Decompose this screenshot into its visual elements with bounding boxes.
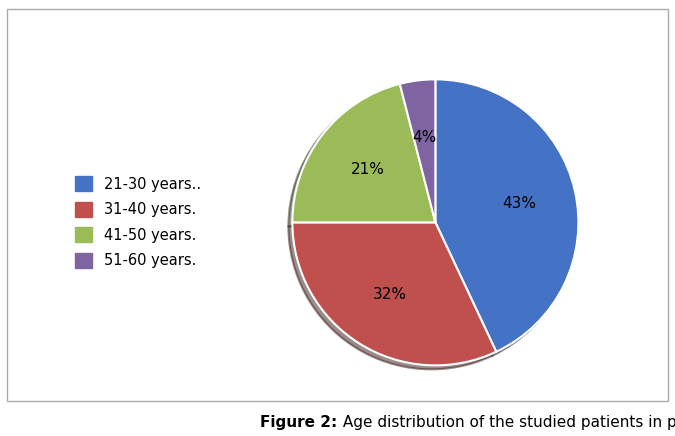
- Wedge shape: [435, 79, 578, 352]
- Wedge shape: [292, 222, 496, 365]
- Legend: 21-30 years.., 31-40 years., 41-50 years., 51-60 years.: 21-30 years.., 31-40 years., 41-50 years…: [68, 169, 208, 276]
- Text: 43%: 43%: [502, 196, 536, 211]
- Text: 21%: 21%: [350, 162, 385, 177]
- Text: 4%: 4%: [412, 130, 437, 145]
- Wedge shape: [292, 84, 435, 222]
- Wedge shape: [400, 79, 435, 222]
- Text: Figure 2:: Figure 2:: [261, 416, 338, 430]
- Text: 32%: 32%: [373, 287, 406, 302]
- Text: Age distribution of the studied patients in percentage.: Age distribution of the studied patients…: [338, 416, 675, 430]
